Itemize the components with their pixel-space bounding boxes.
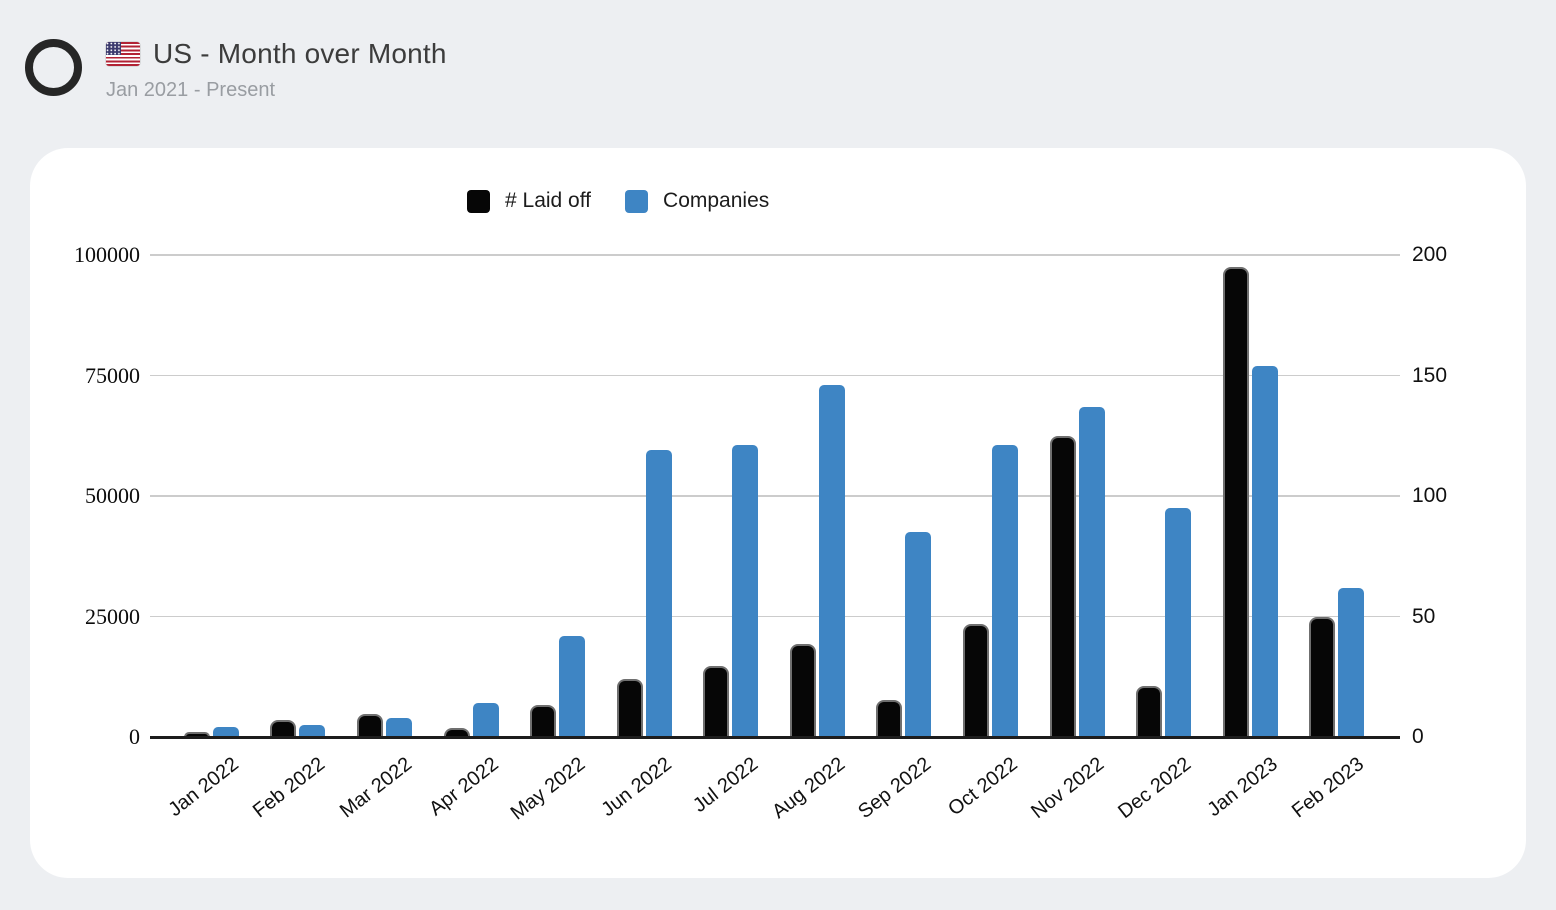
page-subtitle: Jan 2021 - Present <box>106 79 275 101</box>
y-axis-label-right: 0 <box>1412 725 1424 748</box>
bar-chart: 0 0 25000 50 50000 100 75000 150 100000 200 Jan 20… <box>30 148 1526 878</box>
bar-companies-jul-2022[interactable] <box>732 445 759 737</box>
x-axis-label: Jul 2022 <box>689 753 763 817</box>
bar-companies-aug-2022[interactable] <box>818 385 845 737</box>
bar-laid-off-jul-2022[interactable] <box>703 666 730 737</box>
bar-companies-sep-2022[interactable] <box>905 532 932 737</box>
x-axis-label: Jan 2022 <box>164 753 243 822</box>
y-axis-label-left: 0 <box>129 724 140 749</box>
y-axis-label-right: 50 <box>1412 604 1436 628</box>
legend-item-companies[interactable]: Companies <box>625 189 769 213</box>
bar-companies-nov-2022[interactable] <box>1078 406 1105 737</box>
legend-label-laid-off: # Laid off <box>505 189 592 212</box>
legend-item-laid-off[interactable]: # Laid off <box>467 189 591 213</box>
bar-companies-feb-2022[interactable] <box>299 724 326 737</box>
x-axis-label: May 2022 <box>506 753 590 825</box>
x-axis-label: Dec 2022 <box>1114 753 1196 824</box>
y-axis-label-left: 25000 <box>85 603 140 629</box>
x-axis-label: Oct 2022 <box>944 753 1022 821</box>
bar-laid-off-dec-2022[interactable] <box>1136 685 1163 737</box>
bar-companies-mar-2022[interactable] <box>385 717 412 737</box>
bar-laid-off-nov-2022[interactable] <box>1049 436 1076 737</box>
page-header: US - Month over Month Jan 2021 - Present <box>0 0 1556 120</box>
us-flag-icon <box>106 42 140 66</box>
y-axis-label-right: 150 <box>1412 363 1448 387</box>
bar-laid-off-jun-2022[interactable] <box>616 679 643 737</box>
bar-laid-off-feb-2023[interactable] <box>1309 616 1336 737</box>
bar-laid-off-feb-2022[interactable] <box>270 720 297 737</box>
bar-laid-off-jan-2022[interactable] <box>183 732 210 737</box>
laid-off-swatch-icon <box>467 189 490 213</box>
bar-companies-jun-2022[interactable] <box>645 450 672 737</box>
x-axis-label: Feb 2022 <box>249 753 330 823</box>
x-axis-label: Feb 2023 <box>1288 753 1369 823</box>
y-axis-label-right: 100 <box>1412 484 1448 507</box>
page-title: US - Month over Month <box>153 38 447 69</box>
gridline <box>150 495 1400 497</box>
bar-companies-may-2022[interactable] <box>559 635 586 737</box>
x-axis-label: Mar 2022 <box>335 753 416 823</box>
chart-card: # Laid off Companies 0 0 25000 50 50000 100 75… <box>30 148 1526 878</box>
bar-laid-off-jan-2023[interactable] <box>1222 267 1249 737</box>
bar-companies-jan-2022[interactable] <box>212 727 239 737</box>
y-axis-label-left: 50000 <box>85 483 140 508</box>
bar-laid-off-may-2022[interactable] <box>530 704 557 737</box>
chart-legend: # Laid off Companies <box>467 189 769 213</box>
y-axis-label-right: 200 <box>1412 243 1448 266</box>
bar-companies-jan-2023[interactable] <box>1251 365 1278 737</box>
y-axis-label-left: 100000 <box>74 242 140 267</box>
x-axis-label: Jan 2023 <box>1203 753 1282 822</box>
y-axis-label-left: 75000 <box>85 362 140 388</box>
x-axis-label: Jun 2022 <box>597 753 676 822</box>
legend-label-companies: Companies <box>663 189 770 212</box>
bar-laid-off-sep-2022[interactable] <box>876 699 903 737</box>
x-axis-label: Sep 2022 <box>854 753 936 824</box>
bar-companies-apr-2022[interactable] <box>472 703 499 737</box>
x-axis-label: Apr 2022 <box>425 753 503 821</box>
x-axis-label: Aug 2022 <box>767 753 849 824</box>
gridline <box>150 615 1400 618</box>
bar-laid-off-apr-2022[interactable] <box>443 727 470 737</box>
bar-companies-dec-2022[interactable] <box>1165 508 1192 737</box>
bar-companies-feb-2023[interactable] <box>1338 587 1365 737</box>
companies-swatch-icon <box>625 189 649 213</box>
x-axis-label: Nov 2022 <box>1027 753 1109 824</box>
bar-laid-off-mar-2022[interactable] <box>356 714 383 737</box>
gridline <box>150 374 1400 377</box>
x-axis-line <box>150 736 1400 739</box>
bar-laid-off-oct-2022[interactable] <box>962 624 989 737</box>
gridline <box>150 254 1400 256</box>
bar-laid-off-aug-2022[interactable] <box>789 643 816 737</box>
circle-ring-logo-icon <box>25 39 82 96</box>
bar-companies-oct-2022[interactable] <box>991 445 1018 737</box>
header-text: US - Month over Month Jan 2021 - Present <box>106 38 447 101</box>
